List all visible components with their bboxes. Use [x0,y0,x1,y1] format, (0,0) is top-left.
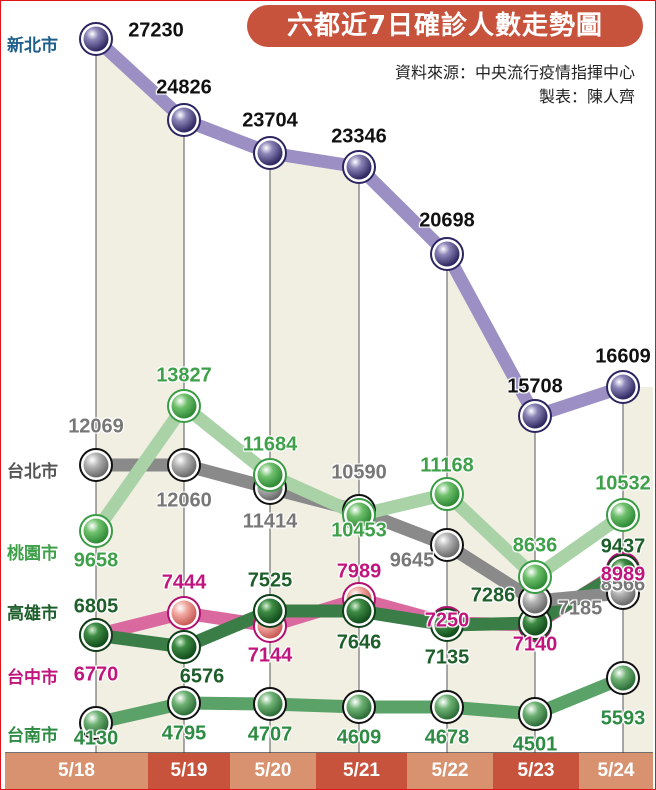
data-point-tainan [167,686,201,720]
value-label-taipei: 11414 [242,510,298,533]
data-point-taipei [606,576,640,610]
data-point-tainan [342,690,376,724]
data-point-taichung [167,596,201,630]
value-label-kaohsiung: 6576 [179,665,225,688]
value-label-tainan: 4130 [73,727,119,750]
data-point-kaohsiung [342,594,376,628]
value-label-kaohsiung: 7646 [336,631,382,654]
value-label-tainan: 5593 [600,707,646,730]
legend-taoyuan: 桃園市 [7,544,58,564]
data-point-new-taipei [430,237,464,271]
source-note: 資料來源：中央流行疫情指揮中心 [394,63,635,82]
data-point-taoyuan [79,514,113,548]
value-label-taichung: 6770 [73,663,119,686]
data-point-taoyuan [430,477,464,511]
value-label-new-taipei: 16609 [595,345,651,368]
value-label-new-taipei: 27230 [128,19,184,42]
value-label-tainan: 4678 [424,726,470,749]
value-label-taoyuan: 11684 [242,433,298,456]
legend-tainan: 台南市 [7,726,58,746]
data-point-taipei [430,528,464,562]
x-label-5-21: 5/21 [316,753,407,789]
value-label-taoyuan: 10453 [331,519,387,542]
value-label-taichung: 7250 [424,609,470,632]
data-point-taipei [167,448,201,482]
x-label-5-23: 5/23 [493,753,579,789]
value-label-taichung: 7144 [247,644,293,667]
data-point-new-taipei [79,22,113,56]
value-label-kaohsiung: 7525 [247,569,293,592]
value-label-taipei: 12060 [156,489,212,512]
chart-title: 六都近7日確診人數走勢圖 [247,5,643,47]
value-label-taipei: 7185 [557,597,603,620]
legend-kaohsiung: 高雄市 [7,604,58,624]
value-label-new-taipei: 23704 [242,109,298,132]
value-label-new-taipei: 20698 [419,209,475,232]
value-label-tainan: 4501 [512,733,558,756]
data-point-kaohsiung [253,594,287,628]
data-point-taoyuan [342,498,376,532]
data-point-taoyuan [606,498,640,532]
data-point-kaohsiung [79,618,113,652]
value-label-kaohsiung: 7286 [470,584,516,607]
data-point-taipei [518,584,552,618]
value-label-tainan: 4609 [336,726,382,749]
x-axis-bar: 5/18 5/19 5/20 5/21 5/22 5/23 5/24 [5,753,653,789]
value-label-kaohsiung: 6805 [73,595,119,618]
data-point-tainan [518,697,552,731]
value-label-taoyuan: 8636 [512,534,558,557]
value-label-taoyuan: 13827 [156,364,212,387]
data-point-tainan [606,661,640,695]
author-note: 製表：陳人齊 [538,87,635,106]
data-point-new-taipei [606,370,640,404]
value-label-taipei: 8566 [600,573,646,596]
x-label-5-20: 5/20 [230,753,316,789]
data-point-new-taipei [253,136,287,170]
value-label-new-taipei: 24826 [156,76,212,99]
data-point-new-taipei [167,103,201,137]
value-label-taipei: 10590 [331,461,387,484]
data-point-tainan [430,690,464,724]
data-point-taoyuan [518,560,552,594]
value-label-taipei: 9645 [389,549,435,572]
data-point-taipei [79,448,113,482]
value-label-tainan: 4707 [247,723,293,746]
x-label-5-24: 5/24 [579,753,653,789]
data-point-tainan [253,687,287,721]
value-label-new-taipei: 23346 [331,125,387,148]
value-label-tainan: 4795 [161,722,207,745]
data-point-tainan [79,706,113,740]
value-label-taoyuan: 11168 [420,454,474,477]
x-label-5-22: 5/22 [407,753,493,789]
x-label-5-18: 5/18 [5,753,148,789]
value-label-new-taipei: 15708 [507,375,563,398]
value-label-taoyuan: 10532 [595,472,651,495]
value-label-taichung: 7989 [336,560,382,583]
value-label-taichung: 7140 [512,633,558,656]
value-label-taipei: 12069 [68,415,124,438]
data-point-kaohsiung [430,608,464,642]
value-label-kaohsiung: 9437 [600,535,646,558]
value-label-kaohsiung: 7135 [424,646,470,669]
value-label-taichung: 7444 [161,571,207,594]
legend-taipei: 台北市 [7,462,58,482]
data-point-kaohsiung [167,630,201,664]
data-point-new-taipei [518,399,552,433]
legend-new-taipei: 新北市 [7,36,58,56]
data-point-new-taipei [342,150,376,184]
value-label-taichung: 8989 [600,563,646,586]
x-label-5-19: 5/19 [148,753,230,789]
value-label-taoyuan: 9658 [73,549,119,572]
data-point-taoyuan [253,458,287,492]
data-point-taoyuan [167,389,201,423]
legend-taichung: 台中市 [7,668,58,688]
